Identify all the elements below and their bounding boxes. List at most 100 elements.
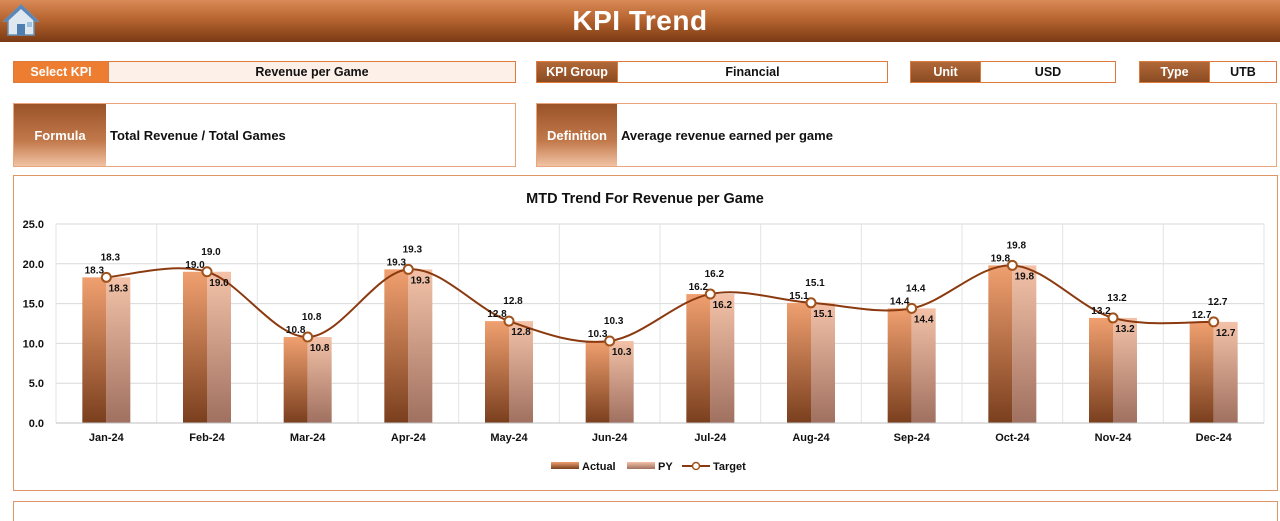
data-label-py: 19.0 <box>209 278 229 289</box>
bar-py-nov-24[interactable] <box>1113 317 1137 423</box>
legend-swatch-actual <box>551 462 579 469</box>
x-tick-label: Apr-24 <box>391 432 427 444</box>
chart-title: MTD Trend For Revenue per Game <box>526 191 764 207</box>
target-point-oct-24[interactable] <box>1006 259 1018 271</box>
bar-actual-oct-24[interactable] <box>988 265 1013 423</box>
legend-actual[interactable]: Actual <box>551 461 616 473</box>
select-kpi-label: Select KPI <box>14 62 108 82</box>
data-label-py: 19.8 <box>1015 271 1035 282</box>
data-label-actual: 13.2 <box>1091 306 1111 317</box>
target-point-jul-24[interactable] <box>704 288 716 300</box>
x-tick-label: Sep-24 <box>894 432 931 444</box>
y-tick-label: 15.0 <box>23 299 44 311</box>
kpi-group-label: KPI Group <box>537 62 617 82</box>
data-label-target: 19.3 <box>403 244 423 255</box>
definition-box: Definition Average revenue earned per ga… <box>536 103 1277 167</box>
bar-actual-mar-24[interactable] <box>283 337 308 423</box>
target-point-mar-24[interactable] <box>302 331 314 343</box>
data-label-py: 15.1 <box>813 309 833 320</box>
target-point-sep-24[interactable] <box>906 302 918 314</box>
data-label-py: 14.4 <box>914 314 934 325</box>
bar-actual-sep-24[interactable] <box>887 308 912 423</box>
data-label-target: 14.4 <box>906 283 926 294</box>
target-line <box>106 264 1214 343</box>
chart-panel: MTD Trend For Revenue per Game 18.3 18.3 1… <box>13 175 1278 491</box>
bar-actual-aug-24[interactable] <box>787 302 811 423</box>
bar-py-dec-24[interactable] <box>1213 321 1238 423</box>
bar-actual-jul-24[interactable] <box>686 294 711 423</box>
target-point-nov-24[interactable] <box>1107 312 1119 324</box>
data-label-actual: 16.2 <box>689 282 709 293</box>
bar-actual-jan-24[interactable] <box>82 277 107 423</box>
data-label-actual: 12.7 <box>1192 310 1212 321</box>
unit-field: Unit USD <box>910 61 1116 83</box>
data-label-actual: 18.3 <box>85 265 105 276</box>
data-label-py: 16.2 <box>713 300 733 311</box>
legend-target[interactable]: Target <box>682 461 746 473</box>
y-tick-label: 10.0 <box>23 338 44 350</box>
x-tick-label: Dec-24 <box>1196 432 1233 444</box>
data-label-py: 12.7 <box>1216 328 1236 339</box>
home-icon[interactable] <box>2 2 40 38</box>
data-label-target: 16.2 <box>705 269 725 280</box>
bar-py-jul-24[interactable] <box>710 294 735 423</box>
data-label-py: 10.8 <box>310 343 330 354</box>
target-point-feb-24[interactable] <box>201 266 213 278</box>
select-kpi-dropdown[interactable]: Revenue per Game <box>108 62 515 82</box>
bar-actual-may-24[interactable] <box>485 321 509 423</box>
kpi-group-value: Financial <box>617 62 887 82</box>
x-tick-label: May-24 <box>490 432 528 444</box>
target-point-jun-24[interactable] <box>604 335 616 347</box>
data-label-target: 12.7 <box>1208 297 1228 308</box>
bar-actual-nov-24[interactable] <box>1089 317 1113 423</box>
x-tick-label: Aug-24 <box>792 432 830 444</box>
data-label-actual: 19.3 <box>387 257 407 268</box>
bar-py-mar-24[interactable] <box>307 337 332 423</box>
bar-py-may-24[interactable] <box>509 321 533 423</box>
page-title: KPI Trend <box>572 5 708 36</box>
bar-py-aug-24[interactable] <box>811 302 835 423</box>
bar-py-apr-24[interactable] <box>408 269 433 423</box>
bar-py-jan-24[interactable] <box>106 277 131 423</box>
target-point-apr-24[interactable] <box>402 263 414 275</box>
x-tick-label: Nov-24 <box>1095 432 1133 444</box>
bar-actual-dec-24[interactable] <box>1189 321 1214 423</box>
data-label-target: 15.1 <box>805 278 825 289</box>
bar-py-feb-24[interactable] <box>207 271 231 423</box>
y-tick-label: 0.0 <box>29 418 44 430</box>
x-tick-label: Jun-24 <box>592 432 628 444</box>
legend-swatch-py <box>627 462 655 469</box>
data-label-target: 10.3 <box>604 316 624 327</box>
legend-swatch-target-marker <box>691 461 701 471</box>
data-label-py: 18.3 <box>109 283 129 294</box>
formula-label: Formula <box>14 104 106 166</box>
data-label-py: 13.2 <box>1115 324 1135 335</box>
x-tick-label: Jan-24 <box>89 432 125 444</box>
target-point-dec-24[interactable] <box>1208 316 1220 328</box>
header-bar: KPI Trend <box>0 0 1280 42</box>
y-tick-label: 5.0 <box>29 378 44 390</box>
y-tick-label: 25.0 <box>23 219 44 231</box>
formula-text: Total Revenue / Total Games <box>110 127 286 143</box>
bar-py-jun-24[interactable] <box>609 341 634 423</box>
bar-actual-apr-24[interactable] <box>384 269 409 423</box>
legend-py[interactable]: PY <box>627 461 673 473</box>
data-label-actual: 19.0 <box>185 260 205 271</box>
bar-actual-feb-24[interactable] <box>183 271 207 423</box>
mtd-trend-chart: MTD Trend For Revenue per Game 18.3 18.3 1… <box>23 191 1265 473</box>
bar-py-oct-24[interactable] <box>1012 265 1037 423</box>
target-point-may-24[interactable] <box>503 315 515 327</box>
x-tick-label: Feb-24 <box>189 432 225 444</box>
bar-py-sep-24[interactable] <box>911 308 936 423</box>
legend-label-target: Target <box>713 461 746 473</box>
unit-label: Unit <box>911 62 980 82</box>
formula-box: Formula Total Revenue / Total Games <box>13 103 516 167</box>
type-label: Type <box>1140 62 1209 82</box>
target-point-jan-24[interactable] <box>100 271 112 283</box>
legend-label-py: PY <box>658 461 673 473</box>
data-label-actual: 10.3 <box>588 329 608 340</box>
bottom-panel <box>13 501 1278 521</box>
target-point-aug-24[interactable] <box>805 297 817 309</box>
definition-text: Average revenue earned per game <box>621 127 833 143</box>
bar-actual-jun-24[interactable] <box>585 341 610 423</box>
